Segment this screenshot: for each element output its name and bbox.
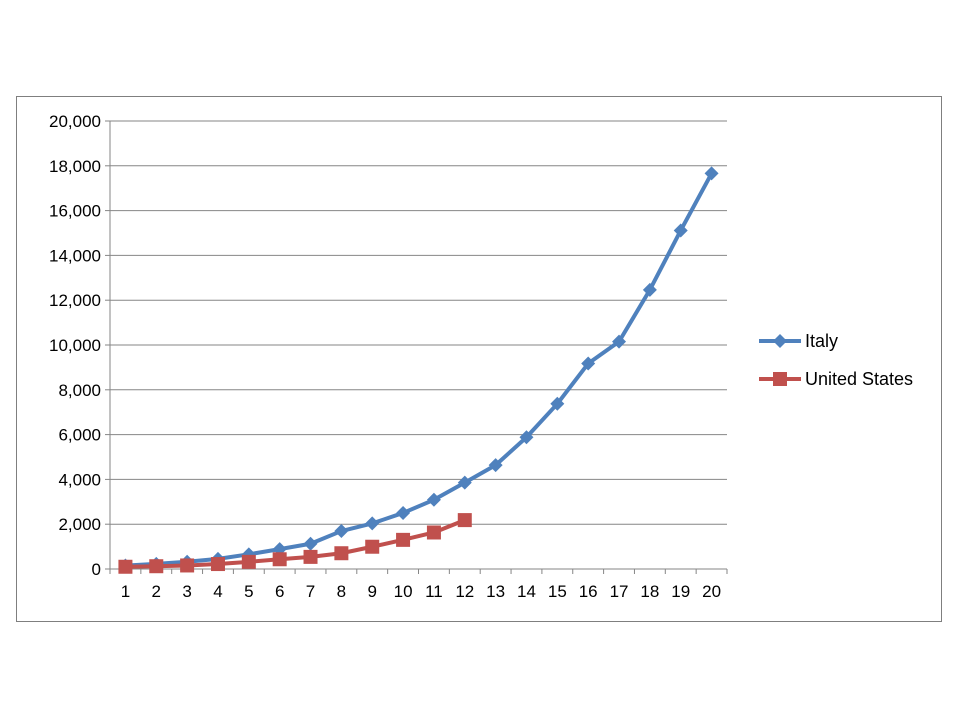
y-tick-label: 12,000	[49, 291, 101, 310]
data-point-united-states	[149, 559, 164, 574]
data-point-united-states	[396, 532, 411, 547]
x-tick-label: 11	[425, 582, 443, 601]
data-point-united-states	[272, 552, 287, 567]
data-point-italy	[426, 492, 441, 507]
x-tick-label: 4	[213, 582, 222, 601]
y-tick-label: 10,000	[49, 336, 101, 355]
data-point-italy	[396, 505, 411, 520]
data-point-united-states	[334, 546, 349, 561]
data-point-united-states	[241, 554, 256, 569]
x-tick-label: 7	[306, 582, 315, 601]
series-line-united-states	[123, 518, 467, 569]
chart-frame: 0 2,000 4,000 6,000 8,000 10,000 12,000 14,000 1…	[16, 96, 942, 622]
data-point-italy	[457, 475, 472, 490]
data-point-italy	[365, 516, 380, 531]
data-point-italy	[334, 524, 349, 539]
legend-entry-united-states: United States	[759, 369, 913, 389]
y-tick-label: 18,000	[49, 157, 101, 176]
x-tick-label: 14	[517, 582, 536, 601]
legend-marker-italy	[773, 334, 787, 348]
x-tick-label: 10	[394, 582, 413, 601]
x-tick-label: 9	[367, 582, 376, 601]
x-tick-label: 16	[579, 582, 598, 601]
data-point-united-states	[180, 558, 195, 573]
x-tick-label: 8	[337, 582, 346, 601]
y-tick-label: 4,000	[58, 470, 101, 489]
x-tick-label: 1	[121, 582, 130, 601]
legend: Italy United States	[759, 331, 913, 389]
line-chart: 0 2,000 4,000 6,000 8,000 10,000 12,000 14,000 1…	[49, 112, 913, 601]
legend-marker-united-states	[773, 372, 787, 386]
y-axis-tick-labels: 0 2,000 4,000 6,000 8,000 10,000 12,000 14,000 1…	[49, 112, 101, 579]
series-united-states	[118, 513, 472, 574]
gridlines	[110, 120, 727, 525]
data-point-italy	[550, 396, 565, 411]
data-point-italy	[612, 334, 627, 349]
x-tick-label: 6	[275, 582, 284, 601]
data-point-united-states	[426, 525, 441, 540]
series	[118, 166, 719, 574]
y-tick-label: 14,000	[49, 246, 101, 265]
x-tick-label: 2	[152, 582, 161, 601]
series-italy	[118, 166, 719, 573]
data-point-united-states	[457, 513, 472, 528]
data-point-italy	[488, 458, 503, 473]
y-tick-label: 8,000	[58, 381, 101, 400]
data-point-united-states	[118, 559, 133, 574]
data-point-united-states	[365, 539, 380, 554]
legend-label-united-states: United States	[805, 369, 913, 389]
x-tick-label: 17	[610, 582, 629, 601]
data-point-italy	[303, 536, 318, 551]
x-tick-label: 3	[182, 582, 191, 601]
series-line-italy	[123, 171, 714, 568]
x-tick-label: 13	[486, 582, 505, 601]
data-point-italy	[642, 282, 657, 297]
y-tick-label: 6,000	[58, 426, 101, 445]
x-tick-label: 12	[455, 582, 474, 601]
y-tick-label: 0	[92, 560, 101, 579]
x-tick-label: 15	[548, 582, 567, 601]
axes	[105, 120, 728, 574]
legend-entry-italy: Italy	[759, 331, 838, 351]
legend-label-italy: Italy	[805, 331, 838, 351]
x-tick-label: 19	[671, 582, 690, 601]
data-point-united-states	[210, 557, 225, 572]
x-tick-label: 20	[702, 582, 721, 601]
y-tick-label: 2,000	[58, 515, 101, 534]
y-tick-label: 20,000	[49, 112, 101, 131]
x-tick-label: 18	[640, 582, 659, 601]
y-tick-label: 16,000	[49, 202, 101, 221]
data-point-united-states	[303, 549, 318, 564]
data-point-italy	[673, 223, 688, 238]
data-point-italy	[704, 166, 719, 181]
data-point-italy	[581, 356, 596, 371]
x-axis-tick-labels: 1 2 3 4 5 6 7 8 9 10 11 12 13 14 15 16 17 18 19 20	[121, 582, 721, 601]
x-tick-label: 5	[244, 582, 253, 601]
data-point-italy	[519, 430, 534, 445]
